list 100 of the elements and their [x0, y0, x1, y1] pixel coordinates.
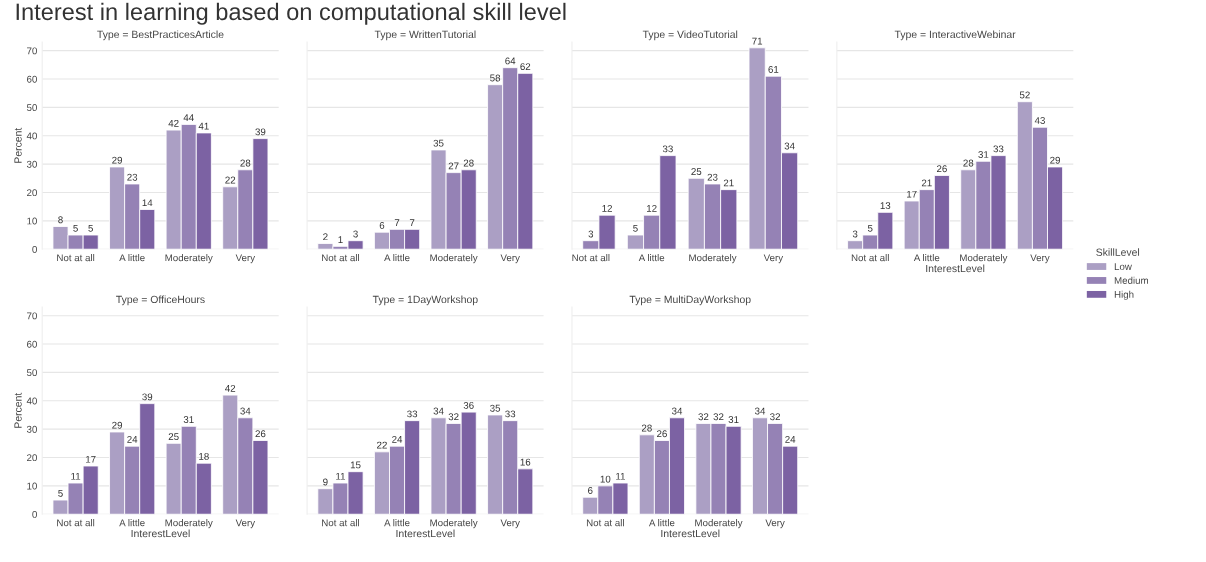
- data-label: 23: [707, 173, 718, 181]
- data-label: 24: [127, 435, 138, 443]
- x-tick-label: Very: [765, 519, 785, 529]
- x-tick-label: Moderately: [695, 519, 743, 529]
- data-label: 34: [433, 407, 444, 415]
- x-tick-label: Very: [500, 519, 520, 529]
- y-tick-label: 0: [32, 510, 37, 518]
- data-label: 61: [768, 65, 779, 73]
- data-label: 39: [142, 393, 153, 401]
- data-label: 12: [647, 204, 657, 212]
- data-label: 32: [713, 413, 724, 421]
- data-label: 62: [520, 63, 531, 71]
- data-label: 39: [255, 128, 266, 136]
- text: Interest in learning based on computational skill level: [16, 2, 566, 25]
- x-tick-label: Very: [1030, 254, 1050, 264]
- data-label: 3: [353, 230, 358, 238]
- data-label: 28: [463, 159, 474, 167]
- data-label: 34: [240, 407, 251, 415]
- data-label: 36: [463, 401, 474, 409]
- x-axis-title: InterestLevel: [926, 264, 985, 273]
- x-tick-label: A little: [119, 254, 145, 262]
- data-label: 7: [409, 219, 415, 226]
- x-tick-label: Very: [235, 519, 256, 529]
- data-label: 7: [394, 219, 400, 226]
- x-tick-label: Very: [235, 254, 256, 264]
- x-axis-title: InterestLevel: [396, 529, 455, 538]
- data-label: 6: [588, 487, 593, 494]
- x-tick-label: Not at all: [322, 519, 359, 527]
- chart-title: Type = InteractiveWebinar: [894, 30, 1016, 41]
- data-label: 26: [936, 165, 947, 173]
- y-axis-title: Percent: [14, 127, 22, 163]
- data-label: 31: [728, 416, 739, 423]
- data-label: 16: [520, 458, 531, 466]
- data-label: 42: [225, 384, 236, 392]
- x-tick-label: Not at all: [851, 254, 889, 262]
- data-label: 64: [505, 57, 516, 65]
- data-label: 26: [255, 430, 266, 438]
- data-label: 33: [505, 410, 516, 418]
- data-label: 14: [142, 199, 153, 207]
- y-tick-label: 20: [27, 454, 37, 462]
- data-label: 58: [490, 74, 501, 82]
- y-tick-label: 70: [27, 312, 37, 320]
- data-label: 28: [963, 159, 974, 167]
- legend-label: Low: [1114, 263, 1132, 271]
- data-label: 6: [379, 221, 385, 229]
- data-label: 15: [350, 461, 361, 469]
- data-label: 5: [867, 224, 873, 232]
- x-tick-label: Not at all: [57, 254, 95, 262]
- x-tick-label: Not at all: [57, 519, 95, 527]
- data-label: 27: [448, 162, 459, 170]
- y-tick-label: 30: [26, 425, 37, 433]
- data-label: 17: [86, 455, 96, 463]
- x-tick-label: A little: [384, 519, 410, 527]
- y-axis-title: Percent: [14, 392, 22, 428]
- chart-title: Type = BestPracticesArticle: [97, 30, 224, 41]
- y-tick-label: 50: [26, 369, 37, 377]
- data-label: 29: [112, 421, 123, 429]
- data-label: 13: [880, 202, 891, 210]
- data-label: 28: [240, 159, 251, 167]
- y-tick-label: 50: [26, 104, 37, 111]
- data-label: 24: [392, 435, 403, 443]
- x-tick-label: Not at all: [572, 254, 610, 262]
- data-label: 42: [168, 119, 179, 127]
- data-label: 5: [633, 224, 638, 232]
- x-axis-title: InterestLevel: [131, 529, 190, 538]
- chart-title: Type = 1DayWorkshop: [372, 295, 478, 306]
- data-label: 52: [1019, 91, 1030, 99]
- legend-title: SkillLevel: [1096, 248, 1140, 256]
- y-tick-label: 70: [27, 47, 37, 55]
- x-tick-label: A little: [648, 519, 675, 527]
- legend-label: Medium: [1114, 276, 1148, 284]
- x-tick-label: Moderately: [689, 254, 737, 264]
- data-label: 18: [199, 452, 209, 460]
- y-tick-label: 0: [32, 245, 37, 253]
- data-label: 1: [338, 236, 343, 243]
- y-tick-label: 30: [26, 160, 37, 168]
- x-tick-label: Moderately: [430, 519, 478, 529]
- data-label: 28: [641, 424, 652, 432]
- data-label: 5: [73, 224, 78, 232]
- x-tick-label: A little: [119, 519, 145, 527]
- data-label: 2: [323, 233, 328, 241]
- x-tick-label: Not at all: [322, 254, 359, 262]
- y-tick-label: 10: [27, 217, 37, 225]
- data-label: 11: [71, 472, 81, 480]
- data-label: 25: [168, 433, 179, 441]
- x-tick-label: A little: [638, 254, 665, 262]
- x-tick-label: Moderately: [165, 519, 213, 529]
- data-label: 21: [921, 179, 932, 187]
- chart-title: Type = OfficeHours: [116, 295, 205, 306]
- data-label: 22: [377, 441, 387, 449]
- data-label: 5: [88, 224, 93, 232]
- data-label: 31: [183, 416, 194, 423]
- data-label: 11: [616, 472, 626, 480]
- data-label: 43: [1034, 117, 1045, 124]
- data-label: 9: [323, 478, 328, 486]
- data-label: 32: [448, 413, 459, 421]
- chart-title: Type = WrittenTutorial: [374, 30, 476, 41]
- data-label: 35: [490, 404, 501, 412]
- data-label: 29: [112, 156, 123, 164]
- data-label: 34: [754, 407, 766, 415]
